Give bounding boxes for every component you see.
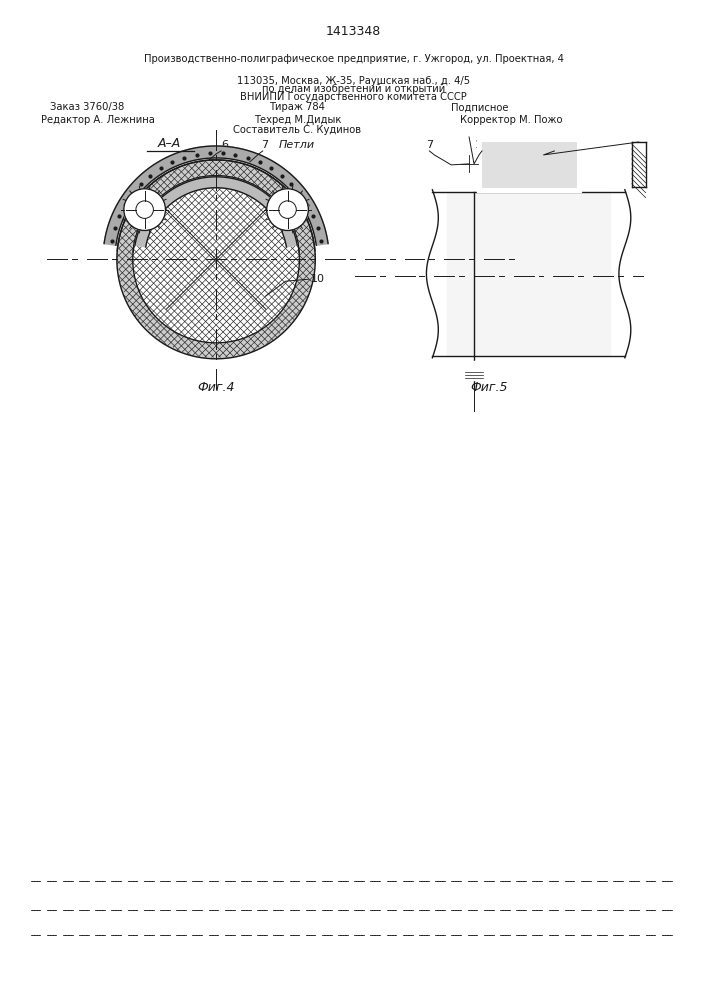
Circle shape <box>136 201 153 218</box>
Text: 7: 7 <box>426 140 433 150</box>
Polygon shape <box>135 177 297 247</box>
Text: 6: 6 <box>221 140 228 150</box>
Circle shape <box>267 189 308 231</box>
Polygon shape <box>133 176 300 343</box>
Text: 113035, Москва, Ж-35, Раушская наб., д. 4/5: 113035, Москва, Ж-35, Раушская наб., д. … <box>237 76 470 86</box>
Bar <box>460 361 488 371</box>
Bar <box>477 137 581 192</box>
Text: Корректор М. Пожо: Корректор М. Пожо <box>460 115 563 125</box>
Text: А–А: А–А <box>158 137 181 150</box>
Text: Составитель С. Кудинов: Составитель С. Кудинов <box>233 125 361 135</box>
Circle shape <box>279 201 296 218</box>
Text: 10: 10 <box>310 274 325 284</box>
Text: по делам изобретений и открытий: по делам изобретений и открытий <box>262 84 445 94</box>
Text: Техред М.Дидык: Техред М.Дидык <box>254 115 341 125</box>
Circle shape <box>124 189 165 231</box>
Circle shape <box>466 160 472 167</box>
Text: Производственно-полиграфическое предприятие, г. Ужгород, ул. Проектная, 4: Производственно-полиграфическое предприя… <box>144 54 563 64</box>
Text: Фиг.4: Фиг.4 <box>197 381 235 394</box>
Text: 1413348: 1413348 <box>325 25 380 38</box>
Polygon shape <box>104 146 328 245</box>
Text: ВНИИПИ Государственного комитета СССР: ВНИИПИ Государственного комитета СССР <box>240 92 467 102</box>
Text: 7: 7 <box>261 140 268 150</box>
Text: Заказ 3760/38: Заказ 3760/38 <box>49 102 124 112</box>
Text: Петли: Петли <box>279 140 315 150</box>
Bar <box>465 371 483 380</box>
Text: 10: 10 <box>475 140 489 150</box>
Text: Редактор А. Лежнина: Редактор А. Лежнина <box>40 115 154 125</box>
Bar <box>482 142 576 187</box>
Text: Фиг.5: Фиг.5 <box>470 381 508 394</box>
Polygon shape <box>117 160 315 359</box>
Text: Тираж 784: Тираж 784 <box>269 102 325 112</box>
Text: Петли: Петли <box>547 140 583 150</box>
Bar <box>448 192 610 356</box>
Text: Подписное: Подписное <box>451 102 508 112</box>
Circle shape <box>459 154 479 174</box>
Bar <box>632 142 645 187</box>
